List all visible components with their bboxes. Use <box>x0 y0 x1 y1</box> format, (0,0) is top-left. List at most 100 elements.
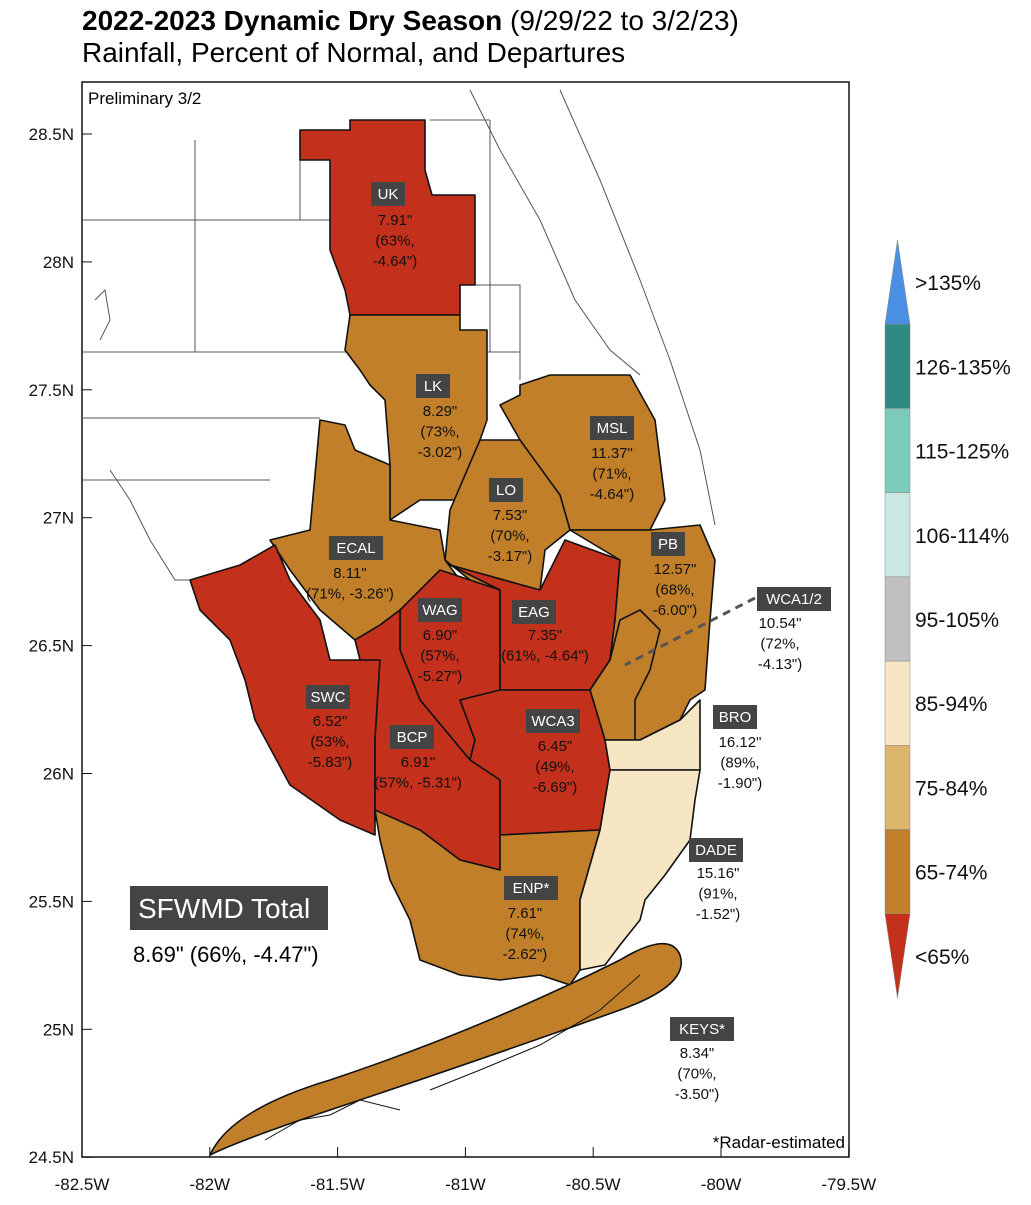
region-value: (70%, <box>490 528 529 545</box>
region-value: (91%, <box>698 886 737 903</box>
legend-swatch <box>884 745 911 830</box>
x-tick-label: -81W <box>445 1175 486 1194</box>
legend-label: 75-84% <box>915 777 987 800</box>
y-tick-label: 28N <box>43 253 74 272</box>
region-value: 7.35" <box>528 627 563 644</box>
legend-swatch <box>884 576 911 662</box>
title: 2022-2023 Dynamic Dry Season (9/29/22 to… <box>82 5 739 36</box>
region-value: (68%, <box>655 582 694 599</box>
region-value: 8.11" <box>333 565 366 582</box>
region-name-box <box>757 587 831 611</box>
region-value: (73%, <box>420 424 459 441</box>
region-value: (74%, <box>505 926 544 943</box>
footnote: *Radar-estimated <box>713 1133 845 1152</box>
region-name: DADE <box>695 842 737 859</box>
axis-ticks: 28.5N 28N 27.5N 27N 26.5N 26N 25.5N 25N 24.5N -82… <box>29 125 877 1194</box>
region-value: (71%, <box>592 466 631 483</box>
title-dates: (9/29/22 to 3/2/23) <box>510 5 739 36</box>
region-name: BRO <box>719 709 752 726</box>
legend-swatch <box>884 492 911 578</box>
coastline <box>94 89 716 581</box>
region-value: 7.91" <box>378 212 413 229</box>
region-value: (71%, -3.26") <box>306 586 394 603</box>
region-name-box <box>390 725 434 749</box>
region-value: 6.90" <box>423 627 458 644</box>
y-tick-label: 24.5N <box>29 1148 74 1167</box>
region-value: -3.17") <box>488 548 533 565</box>
region-name-box <box>371 182 405 206</box>
region-name-box <box>670 1017 734 1041</box>
region-value: 6.45" <box>538 738 573 755</box>
region-value: (63%, <box>375 233 414 250</box>
y-tick-label: 27N <box>43 509 74 528</box>
region-name: MSL <box>597 420 628 437</box>
region-value: 7.61" <box>508 905 543 922</box>
region-dade <box>579 769 701 971</box>
region-value: -4.64") <box>373 253 418 270</box>
region-uk <box>299 119 476 316</box>
region-keys <box>209 942 682 1156</box>
legend-swatch <box>884 660 911 746</box>
total-box <box>130 886 328 930</box>
y-tick-label: 26.5N <box>29 637 74 656</box>
keys-islands <box>264 974 641 1141</box>
region-name: WAG <box>422 602 457 619</box>
legend-label: <65% <box>915 946 969 969</box>
region-name-box <box>512 600 556 624</box>
legend-label: 65-74% <box>915 862 987 885</box>
total-label: SFWMD Total <box>138 893 310 924</box>
region-name-box <box>306 685 350 709</box>
region-name-box <box>504 876 558 900</box>
legend-swatch <box>884 239 911 325</box>
region-name: LK <box>424 378 442 395</box>
region-value: (72%, <box>760 636 799 653</box>
y-tick-label: 26N <box>43 765 74 784</box>
region-name: ECAL <box>336 540 375 557</box>
region-name: PB <box>658 536 678 553</box>
title-bold: 2022-2023 Dynamic Dry Season <box>82 5 502 36</box>
region-name: BCP <box>397 729 428 746</box>
region-value: (57%, <box>420 648 459 665</box>
region-name-box <box>526 709 580 733</box>
region-value: -3.50") <box>675 1086 720 1103</box>
region-name-box <box>651 532 685 556</box>
x-tick-label: -80.5W <box>566 1175 621 1194</box>
region-name-box <box>329 536 383 560</box>
subtitle: Rainfall, Percent of Normal, and Departu… <box>82 37 625 68</box>
legend-label: 85-94% <box>915 693 987 716</box>
region-name-box <box>416 374 450 398</box>
y-tick-label: 25.5N <box>29 892 74 911</box>
region-value: -1.90") <box>718 775 763 792</box>
region-ecal <box>269 419 461 641</box>
region-name: KEYS* <box>679 1021 725 1038</box>
preliminary-note: Preliminary 3/2 <box>88 89 201 108</box>
region-value: (57%, -5.31") <box>374 775 462 792</box>
legend-label: >135% <box>915 272 981 295</box>
y-tick-label: 27.5N <box>29 381 74 400</box>
region-value: -4.13") <box>758 656 803 673</box>
region-value: 11.37" <box>591 445 633 462</box>
region-name: LO <box>496 482 516 499</box>
region-value: -6.69") <box>533 779 578 796</box>
region-value: 12.57" <box>654 561 697 578</box>
region-name-box <box>689 838 743 862</box>
region-name: UK <box>378 186 399 203</box>
region-name: EAG <box>518 604 550 621</box>
region-name-box <box>713 705 757 729</box>
y-tick-label: 28.5N <box>29 125 74 144</box>
region-value: (89%, <box>720 755 759 772</box>
region-name: WCA3 <box>531 713 574 730</box>
region-labels: UK 7.91" (63%, -4.64") LK 8.29" (73%, -3.02") MS… <box>306 182 831 1103</box>
region-value: (49%, <box>535 759 574 776</box>
region-name: SWC <box>311 689 346 706</box>
region-value: (70%, <box>677 1066 716 1083</box>
region-value: -4.64") <box>590 486 635 503</box>
total-value: 8.69" (66%, -4.47") <box>133 942 319 967</box>
legend-label: 126-135% <box>915 356 1011 379</box>
x-tick-label: -81.5W <box>310 1175 365 1194</box>
legend-label: 95-105% <box>915 609 999 632</box>
region-value: (61%, -4.64") <box>501 648 589 665</box>
region-value: -3.02") <box>418 444 463 461</box>
region-name: ENP* <box>513 880 550 897</box>
